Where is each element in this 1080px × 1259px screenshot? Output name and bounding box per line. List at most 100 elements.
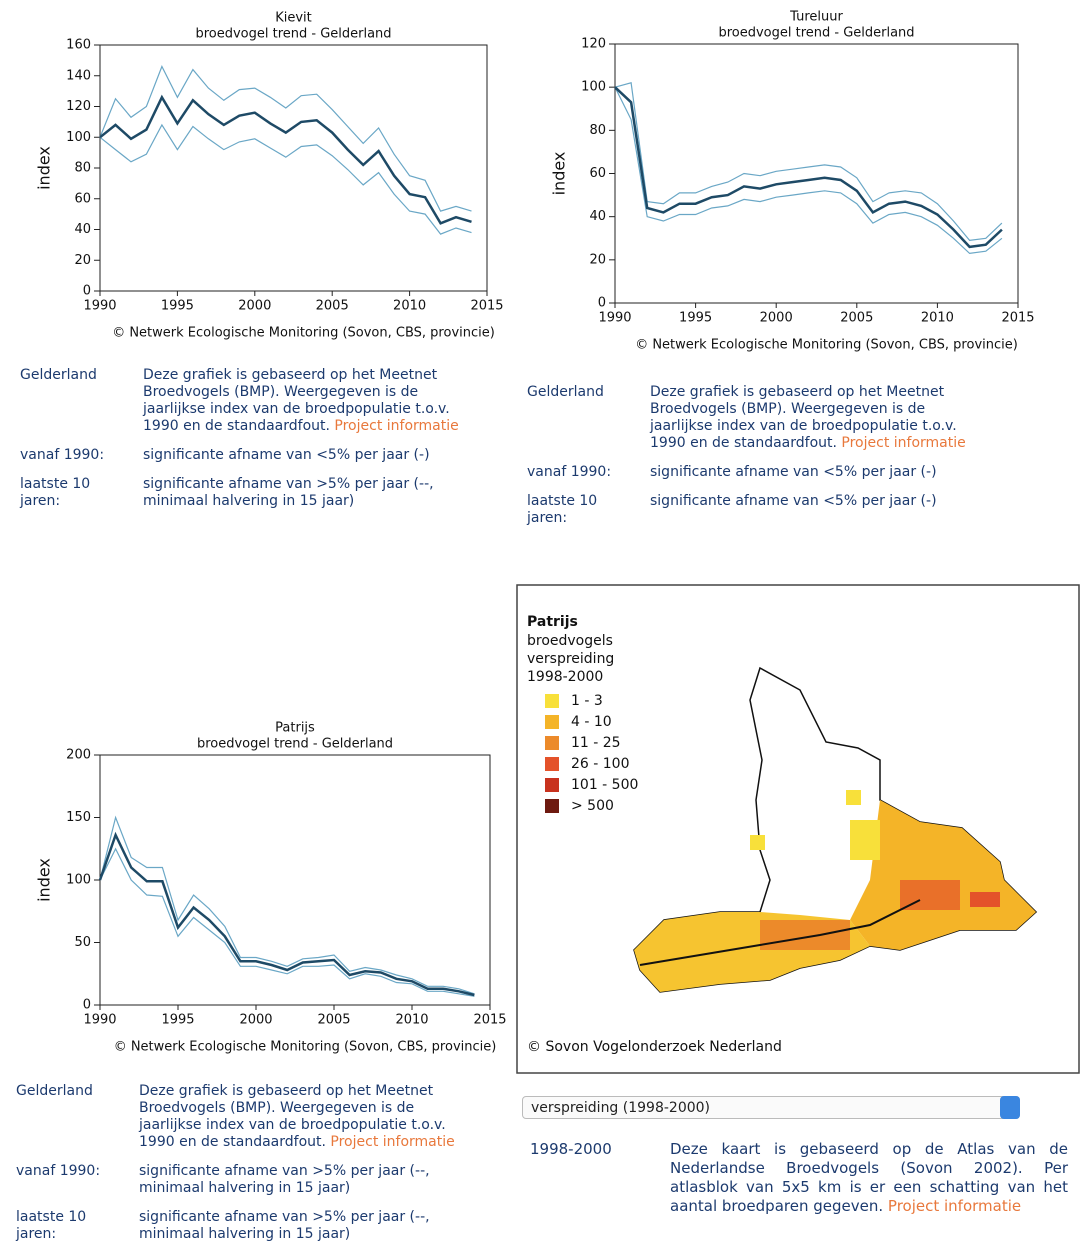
x-tick-label: 1995 xyxy=(161,299,194,314)
trend-text: significante afname van >5% per jaar (--… xyxy=(139,1209,430,1242)
map-info: 1998-2000 Deze kaart is gebaseerd op de … xyxy=(530,1140,1070,1216)
trend-label: vanaf 1990: xyxy=(20,447,105,463)
x-tick-label: 2005 xyxy=(840,311,873,326)
map-title: Patrijs xyxy=(527,614,578,630)
chart-source: © Netwerk Ecologische Monitoring (Sovon,… xyxy=(112,326,495,341)
y-tick-label: 40 xyxy=(74,222,91,237)
info-text: Deze grafiek is gebaseerd op het Meetnet… xyxy=(143,367,483,435)
legend-label: 101 - 500 xyxy=(571,777,638,793)
period-select[interactable]: verspreiding (1998-2000) xyxy=(522,1096,1020,1119)
series-line xyxy=(99,123,472,235)
legend-swatch xyxy=(545,799,559,813)
legend-label: 4 - 10 xyxy=(571,714,612,730)
trend-label: laatste 10 jaren: xyxy=(527,493,598,526)
y-tick-label: 120 xyxy=(581,37,606,52)
chart-subtitle: broedvogel trend - Gelderland xyxy=(197,737,393,752)
info-description: Deze grafiek is gebaseerd op het Meetnet… xyxy=(139,1083,446,1150)
project-link[interactable]: Project informatie xyxy=(334,418,459,434)
plot-frame xyxy=(99,44,488,292)
info-region: Gelderland xyxy=(16,1083,93,1099)
y-tick-label: 140 xyxy=(66,68,91,83)
legend-label: 11 - 25 xyxy=(571,735,621,751)
y-tick-label: 160 xyxy=(66,38,91,53)
chart-subtitle: broedvogel trend - Gelderland xyxy=(718,26,914,41)
x-tick-label: 2010 xyxy=(921,311,954,326)
legend-label: > 500 xyxy=(571,798,614,814)
y-tick-label: 120 xyxy=(66,99,91,114)
chart-title: Patrijs xyxy=(275,721,315,736)
x-tick-label: 2005 xyxy=(316,299,349,314)
map-shape xyxy=(633,666,1038,993)
select-arrow[interactable] xyxy=(1000,1096,1020,1119)
y-axis-label: index xyxy=(550,152,569,196)
trend-text: significante afname van <5% per jaar (-) xyxy=(650,464,937,480)
y-tick-label: 20 xyxy=(589,252,606,267)
info-text: Deze grafiek is gebaseerd op het Meetnet… xyxy=(139,1083,479,1151)
series-line xyxy=(614,86,1003,249)
trend-label: vanaf 1990: xyxy=(527,464,612,480)
x-tick-label: 2005 xyxy=(317,1013,350,1028)
y-tick-label: 80 xyxy=(74,161,91,176)
y-tick-label: 100 xyxy=(581,80,606,95)
chart-source: © Netwerk Ecologische Monitoring (Sovon,… xyxy=(635,338,1018,353)
chart-subtitle: broedvogel trend - Gelderland xyxy=(195,27,391,42)
x-tick-label: 1995 xyxy=(161,1013,194,1028)
info-text: Deze grafiek is gebaseerd op het Meetnet… xyxy=(650,384,990,452)
project-link[interactable]: Project informatie xyxy=(887,1197,1022,1215)
x-tick-label: 2000 xyxy=(239,1013,272,1028)
trend-label: vanaf 1990: xyxy=(16,1163,101,1179)
series-line xyxy=(98,831,475,997)
map-panel xyxy=(516,584,1080,1074)
x-tick-label: 2000 xyxy=(238,299,271,314)
x-tick-label: 2015 xyxy=(1001,311,1034,326)
series-line xyxy=(99,94,472,225)
trend-label: laatste 10 jaren: xyxy=(16,1209,87,1242)
map-source: © Sovon Vogelonderzoek Nederland xyxy=(527,1039,782,1055)
series-line xyxy=(614,82,1003,242)
y-tick-label: 60 xyxy=(589,166,606,181)
y-tick-label: 80 xyxy=(589,123,606,138)
legend-label: 1 - 3 xyxy=(571,693,603,709)
legend-swatch xyxy=(545,715,559,729)
legend-swatch xyxy=(545,757,559,771)
y-tick-label: 100 xyxy=(66,873,91,888)
legend-swatch xyxy=(545,694,559,708)
y-axis-label: index xyxy=(35,858,54,902)
project-link[interactable]: Project informatie xyxy=(841,435,966,451)
chart-info: Gelderland Deze grafiek is gebaseerd op h… xyxy=(527,384,990,527)
series-line xyxy=(99,847,475,997)
x-tick-label: 2015 xyxy=(470,299,503,314)
chart-info: Gelderland Deze grafiek is gebaseerd op h… xyxy=(20,367,483,510)
y-tick-label: 100 xyxy=(66,130,91,145)
x-tick-label: 1990 xyxy=(83,299,116,314)
y-tick-label: 40 xyxy=(589,209,606,224)
x-tick-label: 2010 xyxy=(393,299,426,314)
x-tick-label: 1990 xyxy=(83,1013,116,1028)
trend-text: significante afname van >5% per jaar (--… xyxy=(139,1163,430,1196)
y-tick-label: 50 xyxy=(74,935,91,950)
y-tick-label: 150 xyxy=(66,810,91,825)
y-tick-label: 200 xyxy=(66,748,91,763)
y-tick-label: 0 xyxy=(83,998,91,1013)
trend-text: significante afname van <5% per jaar (-) xyxy=(650,493,937,509)
y-axis-label: index xyxy=(35,146,54,190)
project-link[interactable]: Project informatie xyxy=(330,1134,455,1150)
map-subtitle: 1998-2000 xyxy=(527,669,603,685)
x-tick-label: 1990 xyxy=(598,311,631,326)
y-tick-label: 0 xyxy=(83,284,91,299)
legend-swatch xyxy=(545,736,559,750)
chart-title: Tureluur xyxy=(789,10,843,25)
x-tick-label: 2010 xyxy=(395,1013,428,1028)
info-description: Deze grafiek is gebaseerd op het Meetnet… xyxy=(143,367,450,434)
y-tick-label: 20 xyxy=(74,253,91,268)
series-line xyxy=(614,86,1003,255)
y-tick-label: 0 xyxy=(598,296,606,311)
select-text: verspreiding (1998-2000) xyxy=(531,1100,711,1116)
trend-label: laatste 10 jaren: xyxy=(20,476,91,509)
legend-label: 26 - 100 xyxy=(571,756,630,772)
x-tick-label: 2015 xyxy=(473,1013,506,1028)
chart-info: Gelderland Deze grafiek is gebaseerd op h… xyxy=(16,1083,479,1243)
chart-title: Kievit xyxy=(275,11,312,26)
map-info-text: Deze kaart is gebaseerd op de Atlas van … xyxy=(670,1140,1068,1216)
